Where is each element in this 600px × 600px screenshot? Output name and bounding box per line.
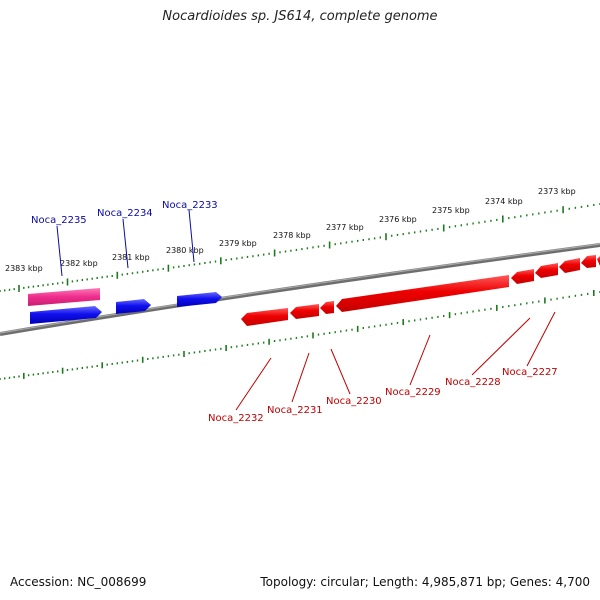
gene-noca-2232[interactable]	[241, 308, 288, 326]
gene-label[interactable]: Noca_2233	[162, 200, 218, 211]
forward-strand-genes	[28, 288, 222, 324]
gene-next-2[interactable]	[581, 255, 596, 268]
kbp-label: 2374 kbp	[485, 197, 523, 206]
kbp-label: 2375 kbp	[432, 206, 470, 215]
kbp-label: 2378 kbp	[273, 231, 311, 240]
gene-labels-top: Noca_2235 Noca_2234 Noca_2233	[31, 200, 218, 226]
gene-noca-2229[interactable]	[336, 275, 509, 312]
gene-label[interactable]: Noca_2227	[502, 367, 558, 378]
kbp-label: 2376 kbp	[379, 215, 417, 224]
kbp-label: 2377 kbp	[326, 223, 364, 232]
label-leaders-bottom	[235, 311, 556, 411]
gene-label[interactable]: Noca_2230	[326, 396, 382, 407]
gene-labels-bottom: Noca_2232 Noca_2231 Noca_2230 Noca_2229 …	[208, 367, 558, 424]
gene-label[interactable]: Noca_2228	[445, 377, 501, 388]
gene-label[interactable]: Noca_2232	[208, 413, 264, 424]
gene-label[interactable]: Noca_2231	[267, 405, 323, 416]
kbp-label: 2383 kbp	[5, 264, 43, 273]
gene-noca-2230[interactable]	[320, 301, 334, 314]
kbp-label: 2373 kbp	[538, 187, 576, 196]
genome-backbone	[0, 243, 600, 336]
kbp-label: 2382 kbp	[60, 259, 98, 268]
accession-text: Accession: NC_008699	[10, 575, 147, 589]
gene-noca-2234[interactable]	[116, 299, 151, 314]
map-title: Nocardioides sp. JS614, complete genome	[162, 9, 438, 24]
gene-noca-2235[interactable]	[30, 306, 102, 324]
gene-label[interactable]: Noca_2229	[385, 387, 441, 398]
upper-tick-track	[0, 203, 600, 292]
gene-label[interactable]: Noca_2235	[31, 215, 87, 226]
kbp-scale-labels: 2383 kbp 2382 kbp 2381 kbp 2380 kbp 2379…	[5, 187, 576, 273]
gene-noca-2228[interactable]	[511, 269, 534, 284]
gene-next-1[interactable]	[559, 258, 580, 273]
gene-next-3[interactable]	[597, 256, 600, 266]
gene-noca-2233[interactable]	[177, 292, 222, 307]
kbp-label: 2380 kbp	[166, 246, 204, 255]
gene-noca-2235-highlight[interactable]	[28, 288, 100, 306]
topology-text: Topology: circular; Length: 4,985,871 bp…	[260, 575, 590, 589]
gene-label[interactable]: Noca_2234	[97, 208, 153, 219]
lower-tick-track	[0, 290, 600, 380]
genome-backbone-highlight	[0, 243, 600, 334]
kbp-label: 2381 kbp	[112, 253, 150, 262]
reverse-strand-genes	[241, 255, 600, 326]
gene-noca-2227[interactable]	[535, 263, 558, 278]
kbp-label: 2379 kbp	[219, 239, 257, 248]
gene-noca-2231[interactable]	[290, 304, 319, 319]
label-leaders-top	[56, 209, 195, 277]
